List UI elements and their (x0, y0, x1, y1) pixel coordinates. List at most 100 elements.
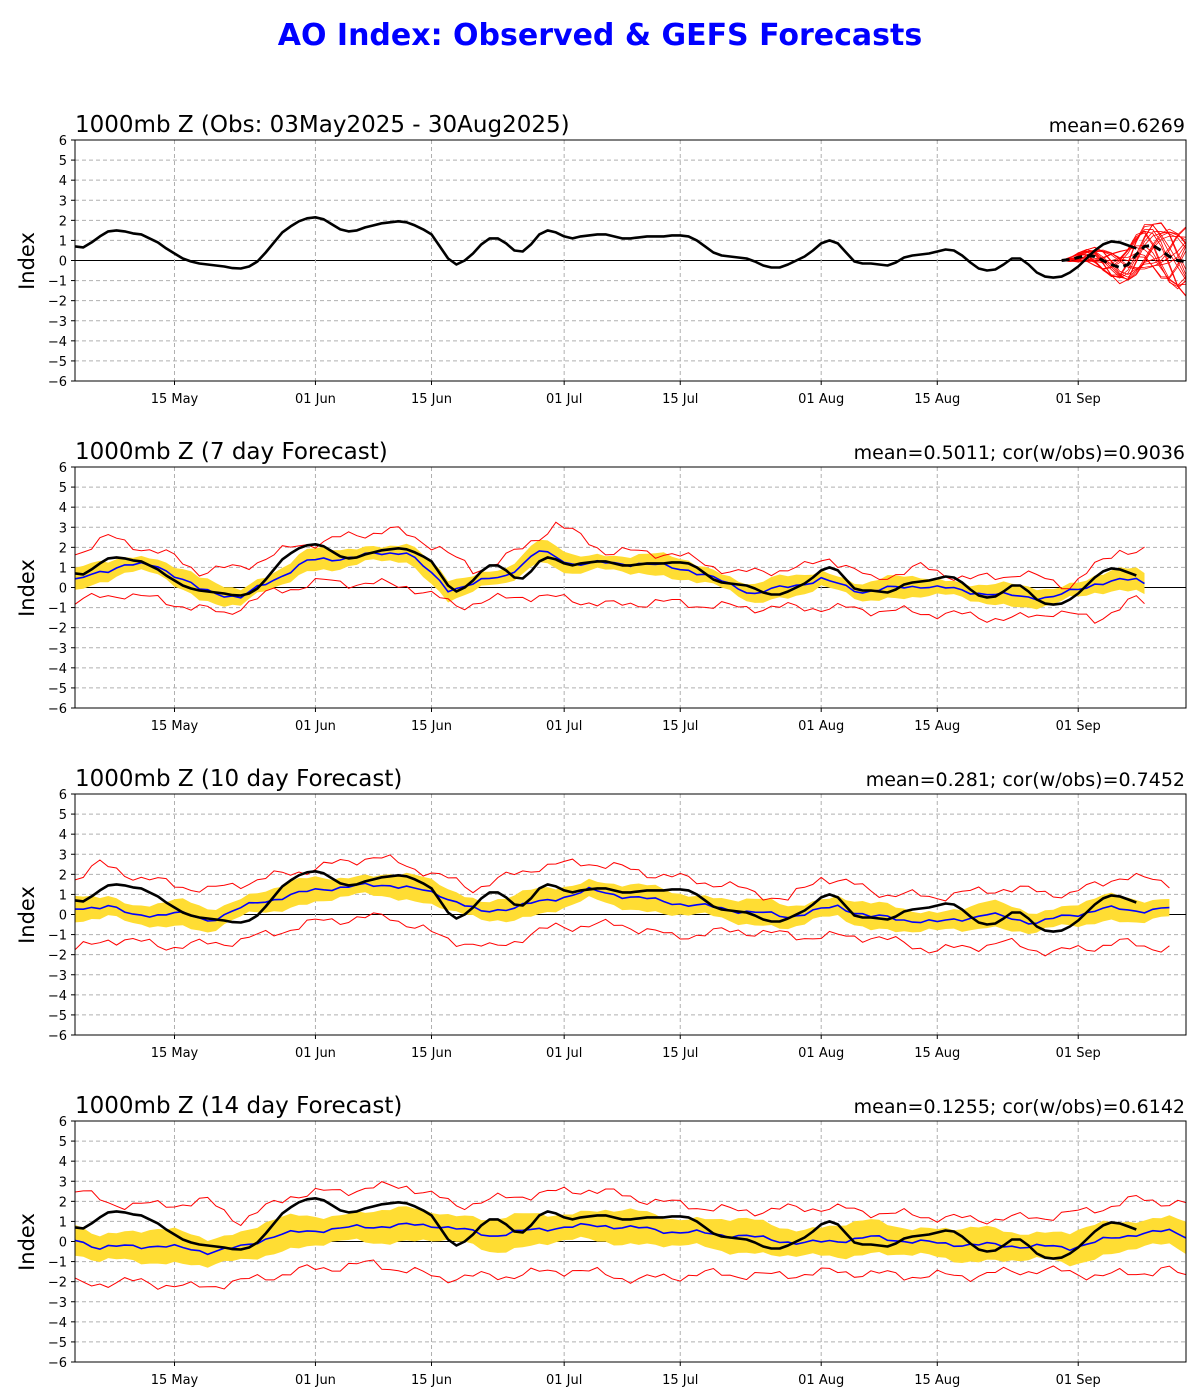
extreme-lower-line (75, 912, 1170, 957)
x-tick-label: 15 May (151, 719, 199, 734)
observed-line (75, 542, 1137, 606)
y-tick-label: 6 (59, 134, 67, 149)
y-tick-label: −2 (48, 295, 67, 310)
y-tick-label: −1 (48, 275, 67, 290)
x-tick-label: 15 Jun (411, 392, 452, 407)
extreme-lower-line (75, 577, 1145, 624)
x-tick-label: 15 Aug (914, 1046, 960, 1061)
y-tick-label: 3 (59, 848, 67, 863)
x-tick-label: 15 May (151, 1373, 199, 1388)
ensemble-members-layer (1061, 222, 1186, 297)
y-tick-label: 1 (59, 1215, 67, 1230)
y-tick-label: −2 (48, 949, 67, 964)
y-tick-label: −1 (48, 602, 67, 617)
observed-layer (75, 869, 1137, 933)
x-tick-label: 15 May (151, 392, 199, 407)
x-tick-label: 15 Jun (411, 1046, 452, 1061)
y-tick-label: 3 (59, 1175, 67, 1190)
y-tick-label: 4 (59, 174, 67, 189)
y-tick-label: 5 (59, 154, 67, 169)
y-tick-label: −5 (48, 1009, 67, 1024)
y-tick-label: −4 (48, 335, 67, 350)
grid-layer (75, 140, 1186, 381)
y-tick-label: −1 (48, 929, 67, 944)
extreme-upper-line (75, 521, 1145, 590)
extreme-upper-line (75, 854, 1170, 902)
observed-layer (75, 542, 1137, 606)
extremes-layer (75, 854, 1170, 957)
y-tick-label: 4 (59, 501, 67, 516)
x-tick-label: 01 Aug (798, 719, 844, 734)
y-tick-label: 4 (59, 1155, 67, 1170)
panel-10day: 6 5 4 3 2 1 0 −1 −2 −3 −4 −5 −6 15 May 01 Jun 15 Jun 01 … (15, 766, 1187, 1061)
y-tick-label: 2 (59, 1195, 67, 1210)
axis-layer: 6 5 4 3 2 1 0 −1 −2 −3 −4 −5 −6 15 May 01 Jun 15 Jun 01 … (48, 134, 1187, 407)
spread-band (75, 872, 1170, 935)
x-tick-label: 15 Aug (914, 1373, 960, 1388)
y-tick-label: 6 (59, 461, 67, 476)
y-tick-label: 6 (59, 1115, 67, 1130)
plot-frame (74, 1120, 1187, 1363)
panel-observed: 6 5 4 3 2 1 0 −1 −2 −3 −4 −5 −6 15 May 01 Jun 15 Jun 01 … (15, 112, 1187, 407)
x-tick-label: 15 Jul (662, 1046, 698, 1061)
x-tick-label: 15 Jul (662, 392, 698, 407)
y-tick-label: −6 (48, 1356, 67, 1371)
ensemble-member-line (1061, 228, 1186, 280)
y-tick-label: 0 (59, 582, 67, 597)
x-tick-label: 15 Jul (662, 719, 698, 734)
panel-title: 1000mb Z (10 day Forecast) (75, 766, 402, 792)
y-tick-label: −6 (48, 375, 67, 390)
x-tick-label: 01 Jun (295, 719, 336, 734)
ensemble-member-line (1061, 249, 1186, 279)
panel-title: 1000mb Z (7 day Forecast) (75, 439, 388, 465)
x-tick-label: 01 Sep (1056, 392, 1101, 407)
y-tick-label: −4 (48, 989, 67, 1004)
x-tick-label: 01 Sep (1056, 719, 1101, 734)
y-tick-label: −2 (48, 1276, 67, 1291)
observed-line (75, 216, 1137, 279)
x-tick-label: 01 Aug (798, 1046, 844, 1061)
x-tick-label: 01 Jul (546, 392, 582, 407)
x-tick-label: 01 Jun (295, 1046, 336, 1061)
x-tick-label: 01 Jul (546, 719, 582, 734)
x-tick-label: 15 Aug (914, 392, 960, 407)
y-tick-label: 4 (59, 828, 67, 843)
y-tick-label: −4 (48, 1316, 67, 1331)
x-tick-label: 01 Sep (1056, 1046, 1101, 1061)
extreme-upper-line (75, 1181, 1186, 1227)
y-tick-label: 2 (59, 868, 67, 883)
y-tick-label: −5 (48, 682, 67, 697)
spread-band-layer (75, 539, 1145, 610)
x-tick-label: 01 Sep (1056, 1373, 1101, 1388)
panel-7day: 6 5 4 3 2 1 0 −1 −2 −3 −4 −5 −6 15 May 01 Jun 15 Jun 01 … (15, 439, 1187, 734)
y-tick-label: −6 (48, 1029, 67, 1044)
panel-14day: 6 5 4 3 2 1 0 −1 −2 −3 −4 −5 −6 15 May 01 Jun 15 Jun 01 … (15, 1093, 1187, 1388)
y-tick-label: 2 (59, 541, 67, 556)
observed-layer (75, 1197, 1137, 1260)
y-axis-label: Index (15, 1213, 39, 1271)
main-title: AO Index: Observed & GEFS Forecasts (277, 18, 923, 53)
y-tick-label: 5 (59, 481, 67, 496)
y-tick-label: 1 (59, 561, 67, 576)
axis-layer: 6 5 4 3 2 1 0 −1 −2 −3 −4 −5 −6 15 May 01 Jun 15 Jun 01 … (48, 1115, 1187, 1388)
y-tick-label: −5 (48, 355, 67, 370)
ensemble-mean-line (75, 882, 1170, 925)
y-tick-label: 0 (59, 255, 67, 270)
y-tick-label: 5 (59, 1135, 67, 1150)
x-tick-label: 15 Jul (662, 1373, 698, 1388)
spread-band-layer (75, 1206, 1186, 1268)
y-tick-label: 1 (59, 234, 67, 249)
x-tick-label: 01 Jul (546, 1046, 582, 1061)
ensemble-member-line (1061, 245, 1186, 278)
y-tick-label: 2 (59, 214, 67, 229)
panel-stat: mean=0.6269 (1049, 115, 1185, 137)
x-tick-label: 15 Jun (411, 1373, 452, 1388)
x-tick-label: 15 Aug (914, 719, 960, 734)
axis-layer: 6 5 4 3 2 1 0 −1 −2 −3 −4 −5 −6 15 May 01 Jun 15 Jun 01 … (48, 788, 1187, 1061)
plot-frame (74, 466, 1187, 709)
x-tick-label: 15 Jun (411, 719, 452, 734)
extremes-layer (75, 521, 1145, 624)
y-tick-label: −3 (48, 1296, 67, 1311)
y-axis-label: Index (15, 886, 39, 944)
